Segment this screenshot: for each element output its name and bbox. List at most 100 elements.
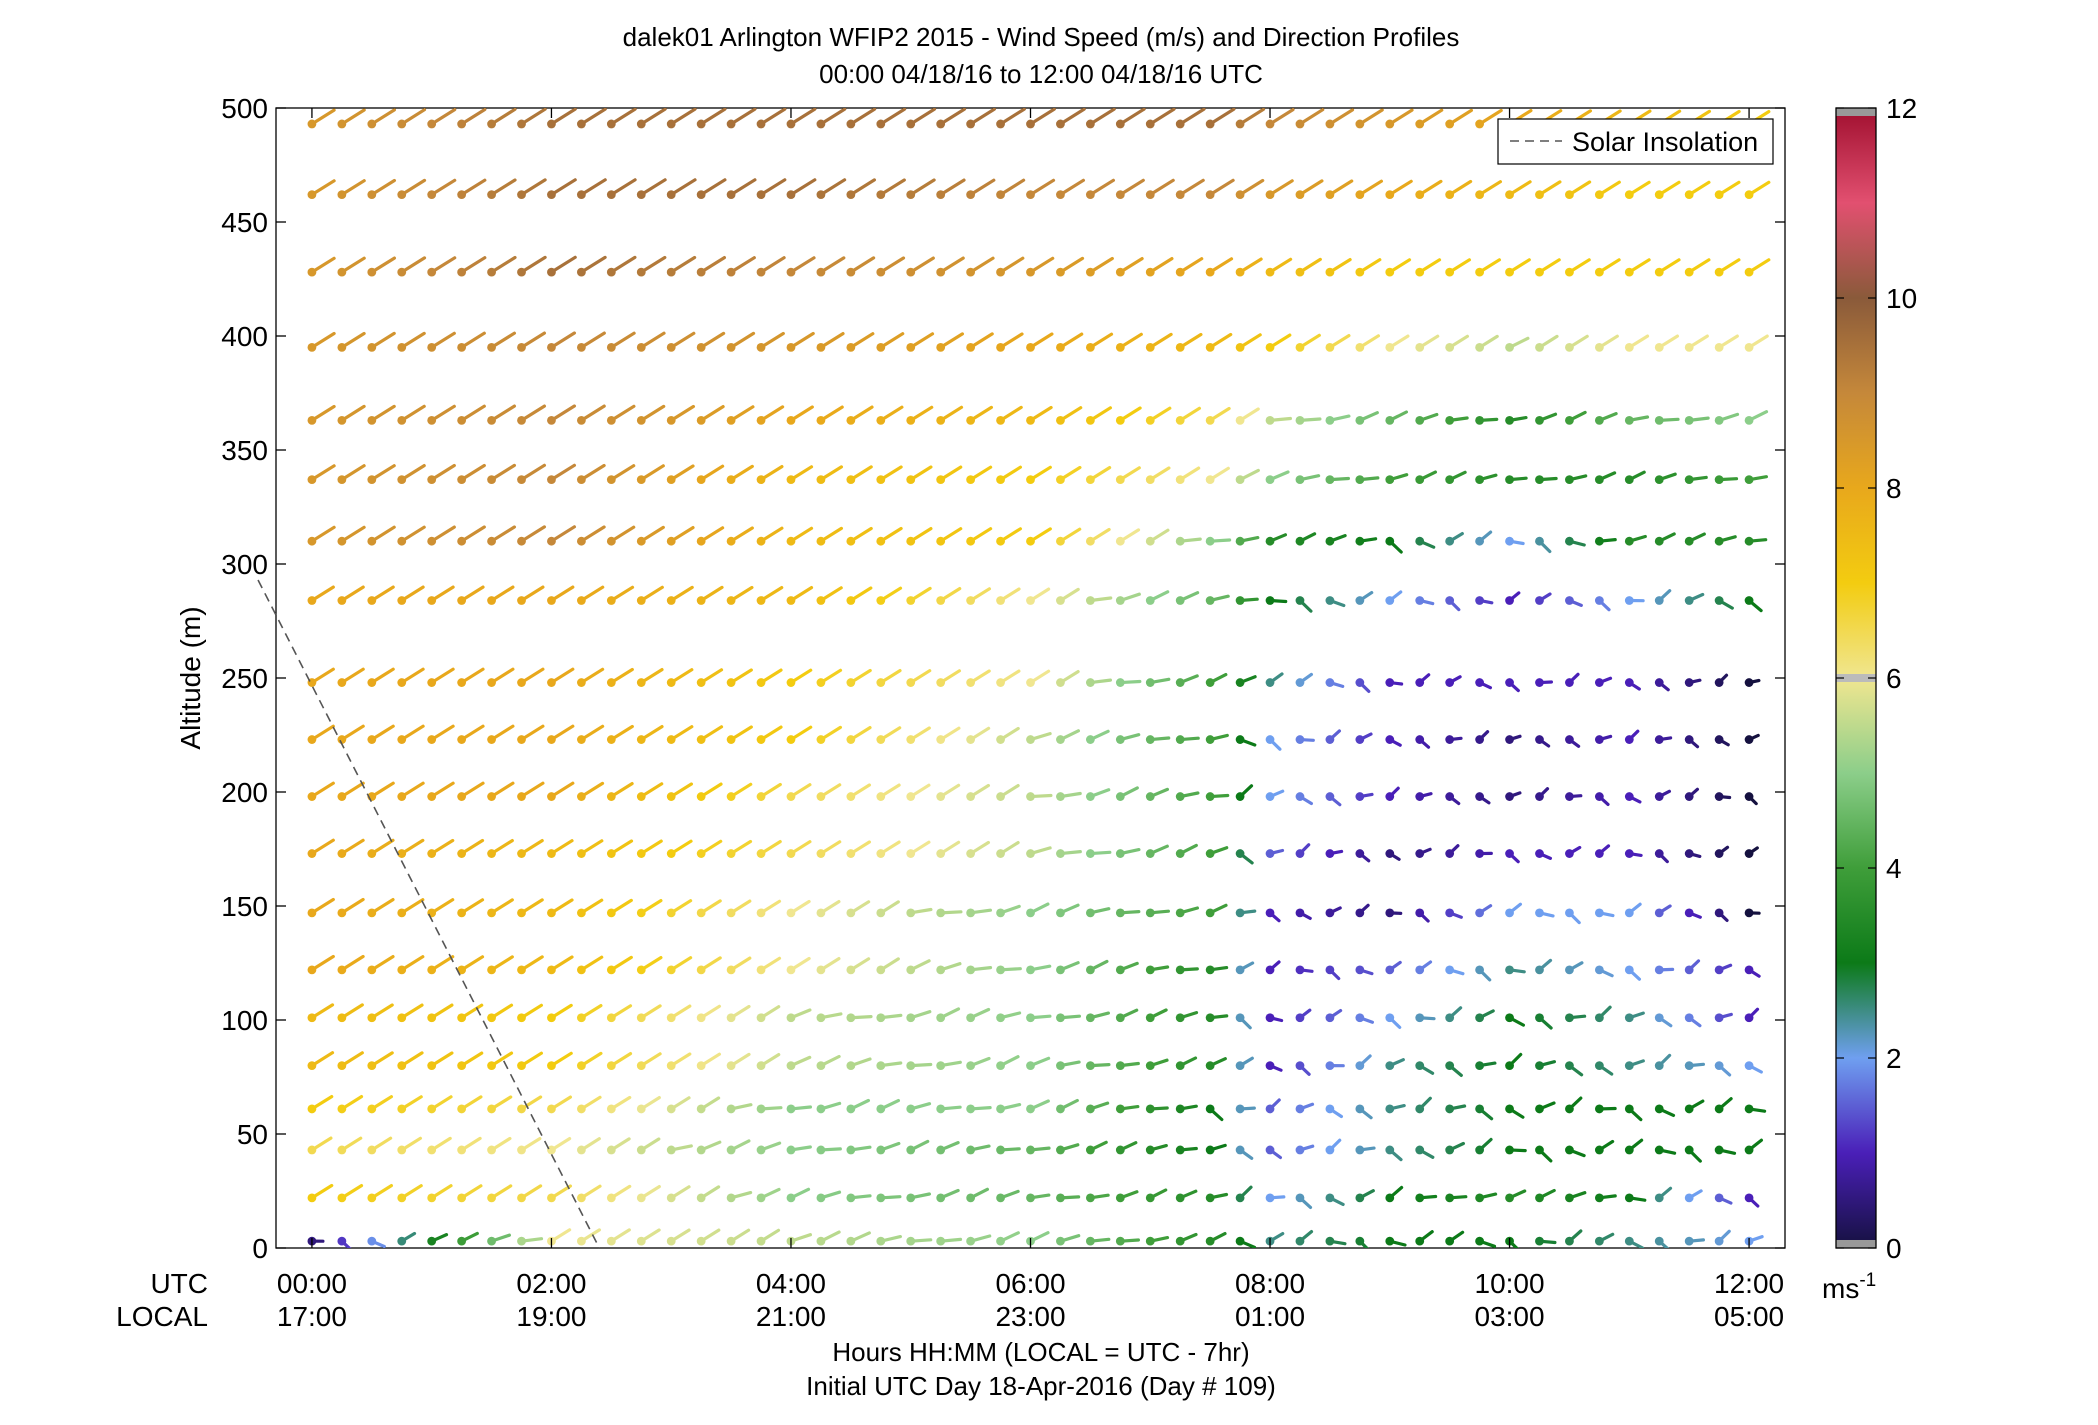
wind-barb	[307, 897, 335, 918]
wind-barb-dot	[1355, 1013, 1365, 1023]
wind-barb-dot	[1295, 343, 1305, 352]
wind-barb	[816, 1190, 842, 1203]
wind-barb-shaft	[849, 178, 877, 197]
wind-barb-dot	[1415, 415, 1425, 425]
wind-barb	[1026, 902, 1050, 918]
wind-barb-dot	[1565, 1145, 1574, 1155]
wind-barb	[726, 585, 754, 605]
wind-barb-dot	[1056, 1104, 1065, 1114]
wind-barb	[1026, 405, 1053, 425]
wind-barb-dot	[337, 735, 347, 744]
wind-barb-dot	[576, 908, 586, 918]
wind-barb	[1265, 179, 1294, 200]
wind-barb-dot	[1505, 1104, 1514, 1114]
wind-barb-dot	[1714, 536, 1724, 546]
wind-barb-dot	[1026, 267, 1035, 277]
wind-barb	[397, 1095, 423, 1114]
wind-barb	[1684, 787, 1700, 801]
wind-barb	[1744, 965, 1761, 978]
wind-barb-dot	[1325, 1013, 1335, 1023]
wind-barb-dot	[1714, 792, 1724, 801]
wind-barb-dot	[1295, 267, 1305, 277]
wind-barb-shaft	[729, 108, 757, 126]
wind-barb-dot	[547, 908, 556, 918]
wind-barb	[1744, 1235, 1764, 1246]
wind-barb	[1265, 1013, 1284, 1023]
wind-barb	[906, 1139, 930, 1155]
wind-barb-dot	[547, 119, 556, 129]
wind-barb-dot	[1325, 908, 1335, 918]
wind-barb-dot	[1535, 965, 1544, 975]
wind-barb	[1355, 792, 1374, 801]
wind-barb-shaft	[460, 463, 486, 482]
wind-barb-dot	[337, 1013, 347, 1023]
wind-barb	[1175, 1232, 1198, 1246]
wind-barb-dot	[1115, 475, 1125, 485]
wind-barb-dot	[606, 849, 616, 858]
wind-barb	[786, 899, 811, 918]
wind-barb-dot	[1594, 1193, 1604, 1203]
wind-barb-dot	[1445, 343, 1455, 352]
wind-barb	[1295, 179, 1324, 200]
wind-barb-dot	[427, 908, 437, 918]
wind-barb-dot	[1385, 908, 1395, 918]
wind-barb-dot	[1325, 119, 1335, 129]
wind-barb-dot	[606, 1061, 616, 1070]
wind-barb	[1235, 961, 1255, 975]
wind-barb	[1205, 792, 1230, 801]
wind-barb-dot	[936, 1013, 946, 1023]
wind-barb	[1475, 1137, 1493, 1155]
wind-barb	[1684, 1013, 1702, 1028]
wind-barb-dot	[726, 190, 736, 200]
wind-barb-dot	[1385, 475, 1395, 485]
wind-barb-dot	[1624, 1145, 1634, 1155]
wind-barb-dot	[427, 267, 437, 277]
wind-barb	[487, 178, 517, 200]
wind-barb	[786, 1233, 813, 1246]
wind-barb-dot	[846, 1236, 856, 1246]
wind-barb-dot	[1594, 1236, 1604, 1246]
wind-barb	[756, 526, 784, 546]
wind-barb	[547, 331, 577, 352]
wind-barb-dot	[517, 792, 526, 801]
wind-barb	[1026, 527, 1052, 546]
wind-barb	[906, 178, 936, 200]
wind-barb-dot	[966, 678, 976, 687]
wind-barb-dot	[1565, 849, 1574, 858]
wind-barb	[606, 108, 637, 129]
wind-barb	[1594, 412, 1618, 425]
wind-barb	[1145, 590, 1170, 605]
wind-barb	[1594, 596, 1611, 612]
wind-barb-dot	[487, 415, 496, 425]
wind-barb	[517, 525, 547, 546]
wind-barb-dot	[1085, 343, 1095, 352]
wind-barb	[427, 404, 456, 425]
wind-barb	[1714, 963, 1733, 975]
wind-barb-dot	[936, 849, 946, 858]
wind-barb	[1085, 729, 1110, 744]
wind-barb	[936, 1104, 962, 1114]
wind-barb-dot	[1355, 119, 1365, 129]
wind-barb	[996, 1102, 1022, 1114]
wind-barb-shaft	[819, 256, 846, 274]
wind-barb-dot	[756, 849, 766, 858]
wind-barb	[547, 1228, 572, 1246]
wind-barb	[1265, 848, 1285, 858]
wind-barb	[636, 1095, 661, 1114]
wind-barb	[337, 1236, 352, 1248]
wind-barb	[427, 667, 455, 687]
wind-barb-shaft	[579, 463, 606, 482]
wind-barb	[1624, 1193, 1647, 1203]
wind-barb-dot	[487, 596, 496, 605]
wind-barb	[1205, 903, 1228, 918]
wind-barb-dot	[1714, 965, 1724, 975]
wind-barb-dot	[606, 735, 616, 744]
wind-barb	[457, 525, 486, 546]
wind-barb	[487, 108, 517, 129]
wind-barb-shaft	[998, 108, 1026, 126]
wind-barb	[1026, 731, 1052, 744]
wind-barb	[1385, 1013, 1402, 1030]
wind-barb	[547, 724, 575, 744]
wind-barb-shaft	[430, 404, 456, 422]
wind-barb-dot	[876, 119, 886, 129]
